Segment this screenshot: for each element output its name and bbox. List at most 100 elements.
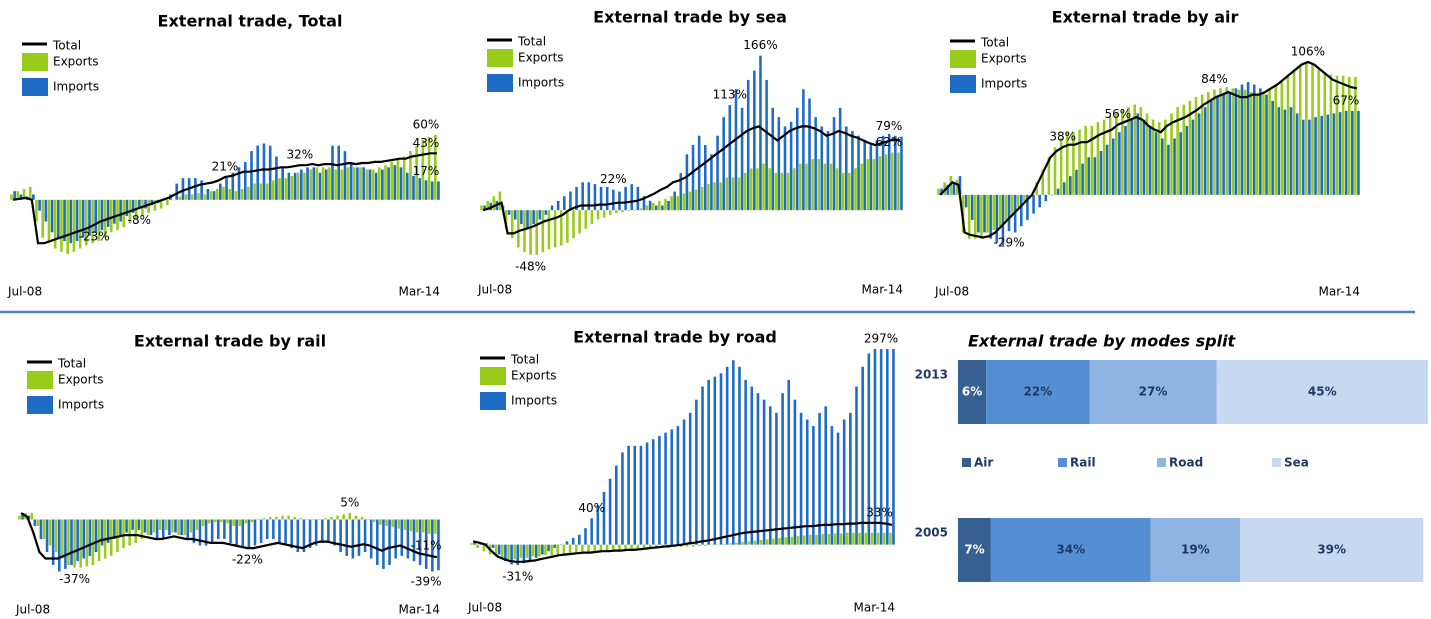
bar	[1335, 75, 1339, 195]
bar	[70, 519, 73, 565]
value-label: 60%	[413, 117, 440, 131]
bar	[977, 194, 980, 233]
bar	[437, 519, 440, 571]
bar	[768, 168, 771, 211]
bar	[21, 513, 24, 520]
bar	[827, 534, 831, 545]
bar	[287, 515, 290, 520]
value-label: -8%	[128, 213, 151, 227]
bar	[590, 210, 594, 225]
bar	[732, 360, 735, 545]
chart-title: External trade by sea	[593, 8, 787, 27]
bar	[177, 519, 180, 536]
bar	[340, 169, 344, 200]
bar	[995, 194, 999, 243]
bar	[210, 519, 214, 543]
bar	[1332, 113, 1336, 195]
bar	[863, 140, 866, 211]
bar	[884, 154, 888, 211]
bar	[1286, 75, 1290, 195]
legend-swatch	[962, 458, 971, 467]
bar	[1176, 107, 1179, 195]
bar	[618, 544, 621, 550]
bar	[201, 519, 205, 526]
bar	[1274, 84, 1277, 195]
bar	[222, 186, 225, 200]
bar	[421, 140, 425, 200]
legend-label: Rail	[1070, 456, 1096, 470]
bar	[94, 519, 98, 552]
bar	[39, 519, 43, 539]
x-tick-label: Mar-14	[854, 601, 895, 615]
bar	[1173, 138, 1176, 195]
bar	[648, 544, 652, 549]
bar	[756, 168, 759, 211]
bar	[231, 172, 235, 200]
bar	[1032, 194, 1035, 214]
bar	[544, 210, 548, 215]
bar	[305, 519, 309, 520]
bar	[654, 205, 658, 211]
bar	[470, 543, 473, 545]
bar	[240, 189, 244, 200]
bar	[228, 189, 231, 200]
bar	[244, 519, 248, 524]
bar	[184, 194, 188, 200]
bar	[572, 210, 575, 239]
bar	[765, 539, 769, 545]
bar	[54, 519, 58, 552]
bar	[1010, 194, 1014, 214]
bar	[113, 199, 116, 224]
bar	[746, 79, 750, 211]
bar	[1280, 82, 1284, 195]
bar	[265, 519, 269, 539]
bar	[1292, 69, 1296, 195]
bar-segment	[1150, 518, 1240, 582]
bar	[790, 536, 794, 545]
segment-label: 34%	[1056, 543, 1085, 557]
bar	[1305, 62, 1308, 195]
bar	[556, 544, 560, 555]
bar	[63, 199, 66, 241]
bar	[695, 399, 698, 545]
legend-swatch	[480, 367, 506, 385]
bar	[53, 199, 57, 249]
bar	[430, 181, 434, 200]
bar	[970, 194, 974, 220]
bar	[314, 519, 318, 546]
bar	[366, 519, 370, 520]
bar	[241, 519, 245, 549]
bar	[614, 465, 618, 545]
bar	[38, 199, 41, 211]
bar	[624, 544, 627, 550]
bar	[615, 210, 618, 213]
bar	[431, 519, 434, 572]
bar	[1001, 194, 1005, 245]
legend-label: Exports	[58, 373, 104, 387]
bar	[498, 191, 502, 211]
bar	[633, 445, 637, 545]
bar	[759, 540, 763, 545]
bar	[327, 519, 330, 543]
bar	[716, 135, 719, 211]
bar	[1111, 138, 1115, 195]
bar	[351, 519, 355, 559]
bar	[303, 172, 306, 200]
bar	[198, 519, 202, 546]
bar-segment	[958, 518, 991, 582]
bar	[91, 519, 95, 565]
bar	[406, 519, 410, 559]
bar	[599, 186, 603, 211]
bar	[278, 519, 281, 543]
value-label: 21%	[212, 160, 239, 174]
bar	[753, 540, 757, 545]
bar	[1059, 138, 1063, 195]
bar	[513, 544, 516, 560]
bar	[658, 200, 661, 211]
bar	[161, 519, 165, 539]
bar	[381, 169, 384, 200]
bar	[497, 544, 501, 555]
bar	[143, 519, 147, 533]
bar	[312, 167, 316, 200]
bar	[679, 544, 683, 548]
